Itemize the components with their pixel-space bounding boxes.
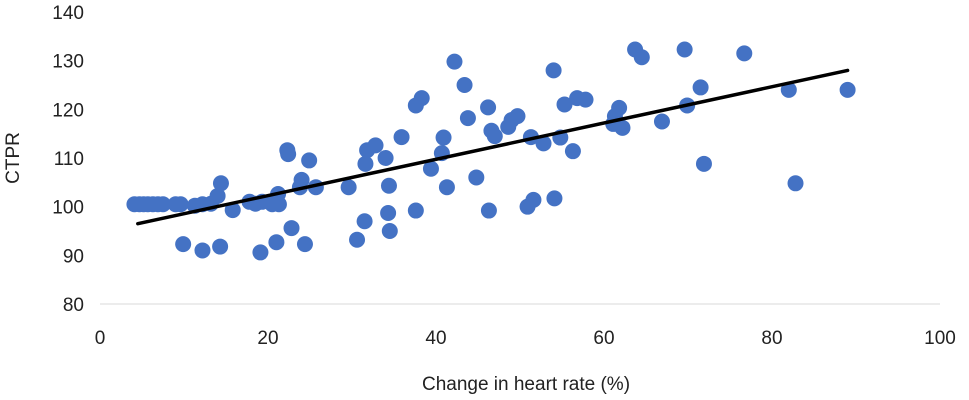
data-point bbox=[194, 242, 211, 259]
data-points bbox=[126, 41, 856, 261]
data-point bbox=[224, 202, 241, 219]
data-point bbox=[653, 113, 670, 130]
data-point bbox=[736, 45, 753, 62]
data-point bbox=[780, 81, 797, 98]
data-point bbox=[676, 41, 693, 58]
data-point bbox=[614, 119, 631, 136]
x-tick-label: 60 bbox=[593, 328, 614, 349]
y-tick-label: 110 bbox=[54, 149, 84, 170]
data-point bbox=[459, 110, 476, 127]
data-point bbox=[340, 179, 357, 196]
y-tick-label: 120 bbox=[52, 100, 84, 121]
data-point bbox=[525, 191, 542, 208]
data-point bbox=[367, 137, 384, 154]
data-point bbox=[787, 175, 804, 192]
data-point bbox=[380, 177, 397, 194]
data-point bbox=[301, 152, 318, 169]
data-point bbox=[509, 108, 526, 125]
x-tick-label: 0 bbox=[95, 328, 106, 349]
data-point bbox=[212, 238, 229, 255]
data-point bbox=[695, 155, 712, 172]
trendline bbox=[136, 68, 850, 226]
data-point bbox=[380, 204, 397, 221]
data-point bbox=[393, 129, 410, 146]
data-point bbox=[611, 99, 628, 116]
data-point bbox=[252, 244, 269, 261]
y-tick-label: 90 bbox=[63, 246, 84, 267]
data-point bbox=[435, 129, 452, 146]
data-point bbox=[283, 220, 300, 237]
y-tick-label: 140 bbox=[52, 3, 84, 24]
data-point bbox=[468, 169, 485, 186]
data-point bbox=[212, 175, 229, 192]
data-point bbox=[413, 90, 430, 107]
data-point bbox=[209, 187, 226, 204]
y-tick-label: 80 bbox=[63, 295, 84, 316]
data-point bbox=[296, 236, 313, 253]
y-axis-title: CTPR bbox=[3, 132, 24, 184]
x-axis-title: Change in heart rate (%) bbox=[422, 374, 630, 395]
data-point bbox=[480, 99, 497, 116]
data-point bbox=[545, 62, 562, 79]
y-tick-labels: 80 90 100 110 120 130 140 bbox=[52, 3, 84, 316]
data-point bbox=[486, 128, 503, 145]
x-tick-label: 20 bbox=[257, 328, 278, 349]
x-tick-label: 40 bbox=[425, 328, 446, 349]
data-point bbox=[155, 196, 171, 213]
data-point bbox=[280, 146, 297, 163]
data-point bbox=[175, 236, 192, 253]
data-point bbox=[270, 196, 287, 213]
data-point bbox=[407, 202, 424, 219]
data-point bbox=[357, 155, 374, 172]
x-tick-label: 100 bbox=[924, 328, 956, 349]
data-point bbox=[456, 77, 473, 93]
data-point bbox=[535, 135, 552, 152]
y-tick-label: 100 bbox=[52, 198, 84, 219]
data-point bbox=[381, 223, 398, 239]
data-point bbox=[556, 96, 573, 113]
data-point bbox=[692, 79, 709, 96]
data-point bbox=[172, 196, 189, 213]
data-point bbox=[377, 150, 394, 166]
data-point bbox=[268, 234, 285, 251]
x-tick-labels: 0 20 40 60 80 100 bbox=[95, 328, 956, 349]
data-point bbox=[349, 231, 366, 248]
data-point bbox=[839, 81, 856, 98]
y-tick-label: 130 bbox=[52, 52, 84, 73]
data-point bbox=[422, 160, 439, 177]
data-point bbox=[577, 91, 594, 108]
data-point bbox=[546, 190, 563, 207]
data-point bbox=[480, 202, 497, 219]
data-point bbox=[564, 143, 581, 160]
data-point bbox=[293, 171, 310, 188]
data-point bbox=[446, 53, 463, 70]
data-point bbox=[438, 179, 455, 196]
x-tick-label: 80 bbox=[761, 328, 782, 349]
data-point bbox=[633, 49, 650, 66]
data-point bbox=[356, 213, 373, 230]
